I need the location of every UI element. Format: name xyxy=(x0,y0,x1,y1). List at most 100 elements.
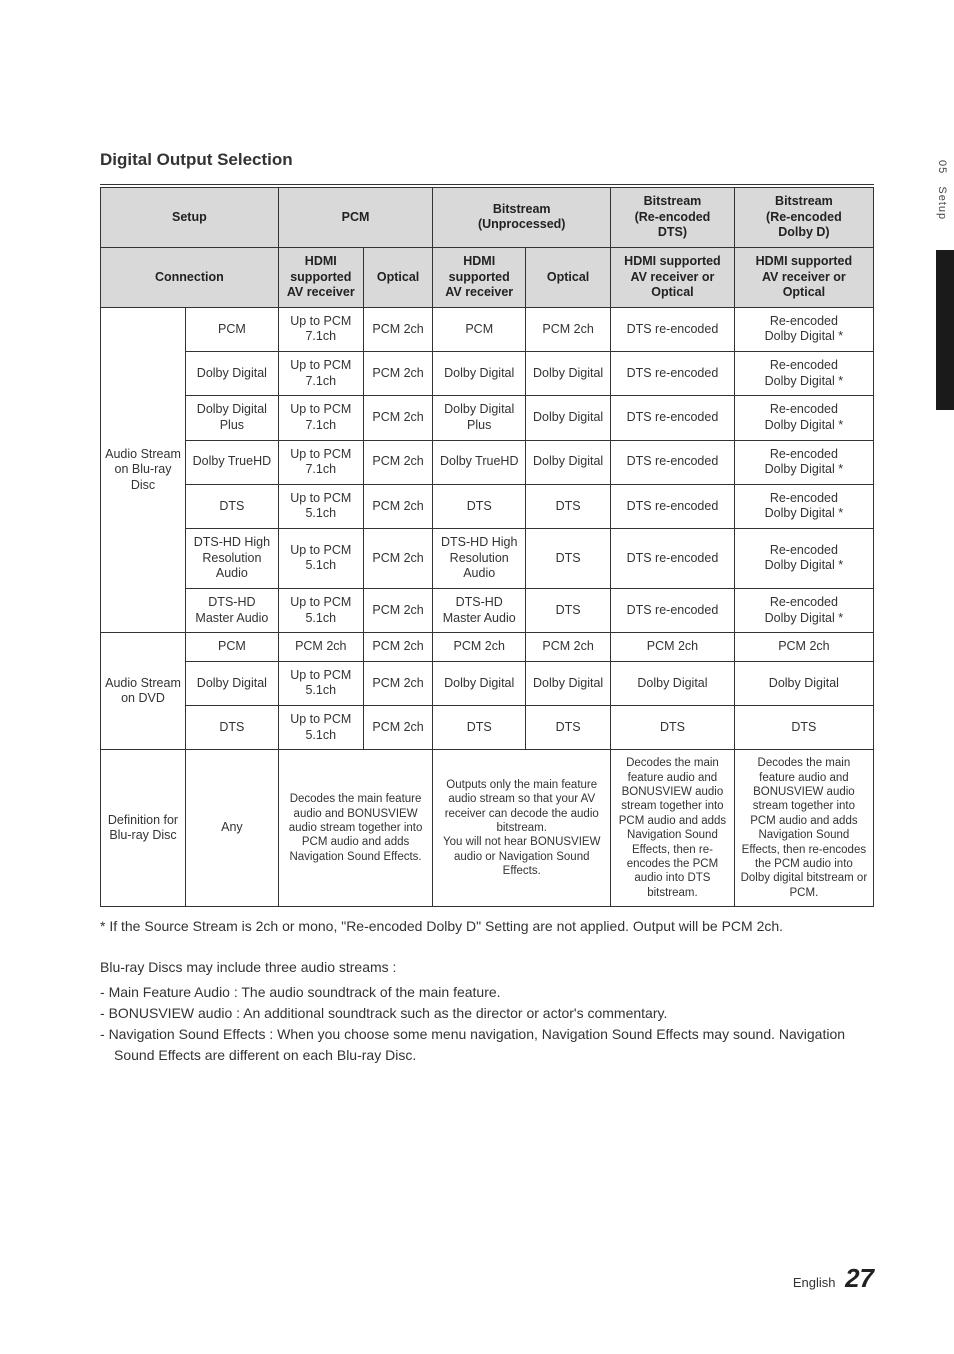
table-cell: DTS xyxy=(611,706,735,750)
table-cell: DTS-HDMaster Audio xyxy=(433,588,526,632)
table-cell: Re-encodedDolby Digital * xyxy=(734,484,873,528)
table-cell: Decodes the main feature audio and BONUS… xyxy=(734,750,873,907)
page-footer: English 27 xyxy=(793,1263,874,1294)
table-cell: DTS xyxy=(433,484,526,528)
table-cell: Up to PCM5.1ch xyxy=(278,706,363,750)
intro-text: Blu-ray Discs may include three audio st… xyxy=(100,957,874,978)
hdr-hdmi-2: HDMIsupportedAV receiver xyxy=(433,247,526,307)
table-cell: PCM 2ch xyxy=(363,633,433,662)
table-cell: PCM 2ch xyxy=(526,307,611,351)
hdr-bs-dts: Bitstream(Re-encodedDTS) xyxy=(611,188,735,248)
table-cell: Re-encodedDolby Digital * xyxy=(734,307,873,351)
table-row: DTS-HD HighResolutionAudioUp to PCM5.1ch… xyxy=(101,529,874,589)
table-row: Audio Streamon DVDPCMPCM 2chPCM 2chPCM 2… xyxy=(101,633,874,662)
table-cell: Dolby DigitalPlus xyxy=(186,396,279,440)
table-cell: Up to PCM7.1ch xyxy=(278,307,363,351)
table-cell: DTS xyxy=(433,706,526,750)
table-cell: DTS xyxy=(526,706,611,750)
list-item: Navigation Sound Effects : When you choo… xyxy=(100,1024,874,1066)
page-content: Digital Output Selection Setup PCM Bitst… xyxy=(0,0,954,1106)
hdr-bs-unproc: Bitstream(Unprocessed) xyxy=(433,188,611,248)
table-cell: Any xyxy=(186,750,279,907)
table-row: Dolby DigitalUp to PCM5.1chPCM 2chDolby … xyxy=(101,661,874,705)
table-cell: DTS-HDMaster Audio xyxy=(186,588,279,632)
table-row: Setup PCM Bitstream(Unprocessed) Bitstre… xyxy=(101,188,874,248)
table-row: Audio Streamon Blu-rayDiscPCMUp to PCM7.… xyxy=(101,307,874,351)
table-cell: PCM 2ch xyxy=(734,633,873,662)
table-cell: Up to PCM7.1ch xyxy=(278,396,363,440)
hdr-pcm: PCM xyxy=(278,188,433,248)
table-row: Dolby TrueHDUp to PCM7.1chPCM 2chDolby T… xyxy=(101,440,874,484)
table-cell: PCM 2ch xyxy=(363,396,433,440)
table-cell: DTS xyxy=(186,484,279,528)
table-cell: PCM xyxy=(186,633,279,662)
hdr-optical-2: Optical xyxy=(526,247,611,307)
table-cell: DTS re-encoded xyxy=(611,588,735,632)
table-cell: DTS-HD HighResolutionAudio xyxy=(186,529,279,589)
table-cell: DTS re-encoded xyxy=(611,396,735,440)
table-cell: DTS re-encoded xyxy=(611,440,735,484)
table-cell: Decodes the main feature audio and BONUS… xyxy=(611,750,735,907)
table-cell: Dolby Digital xyxy=(186,661,279,705)
footer-page-num: 27 xyxy=(845,1263,874,1293)
table-cell: Dolby TrueHD xyxy=(186,440,279,484)
table-cell: Re-encodedDolby Digital * xyxy=(734,588,873,632)
list-item: Main Feature Audio : The audio soundtrac… xyxy=(100,982,874,1003)
table-cell: PCM 2ch xyxy=(526,633,611,662)
table-cell: PCM 2ch xyxy=(363,484,433,528)
group-label: Audio Streamon DVD xyxy=(101,633,186,750)
group-label: Audio Streamon Blu-rayDisc xyxy=(101,307,186,632)
table-cell: Dolby Digital xyxy=(186,352,279,396)
hdr-connection: Connection xyxy=(101,247,279,307)
table-cell: Up to PCM7.1ch xyxy=(278,440,363,484)
table-cell: PCM 2ch xyxy=(363,440,433,484)
table-row: DTSUp to PCM5.1chPCM 2chDTSDTSDTS re-enc… xyxy=(101,484,874,528)
hdr-bs-dolby: Bitstream(Re-encodedDolby D) xyxy=(734,188,873,248)
table-cell: Re-encodedDolby Digital * xyxy=(734,396,873,440)
section-title: Digital Output Selection xyxy=(100,150,874,170)
table-cell: Dolby Digital xyxy=(734,661,873,705)
table-cell: Dolby Digital xyxy=(526,661,611,705)
table-row: DTS-HDMaster AudioUp to PCM5.1chPCM 2chD… xyxy=(101,588,874,632)
table-cell: Dolby Digital xyxy=(526,352,611,396)
table-row: Definition forBlu-ray DiscAnyDecodes the… xyxy=(101,750,874,907)
footer-lang: English xyxy=(793,1275,836,1290)
hdr-optical-1: Optical xyxy=(363,247,433,307)
table-cell: Dolby Digital xyxy=(433,661,526,705)
table-cell: Up to PCM5.1ch xyxy=(278,588,363,632)
table-cell: PCM 2ch xyxy=(611,633,735,662)
table-cell: DTS re-encoded xyxy=(611,307,735,351)
table-cell: Re-encodedDolby Digital * xyxy=(734,440,873,484)
table-cell: DTS xyxy=(186,706,279,750)
output-selection-table: Setup PCM Bitstream(Unprocessed) Bitstre… xyxy=(100,187,874,907)
table-cell: DTS xyxy=(734,706,873,750)
table-cell: DTS xyxy=(526,588,611,632)
hdr-setup: Setup xyxy=(101,188,279,248)
table-cell: DTS re-encoded xyxy=(611,352,735,396)
table-cell: Re-encodedDolby Digital * xyxy=(734,529,873,589)
table-cell: Dolby Digital xyxy=(433,352,526,396)
table-cell: PCM xyxy=(433,307,526,351)
table-cell: DTS re-encoded xyxy=(611,484,735,528)
table-cell: Dolby DigitalPlus xyxy=(433,396,526,440)
table-cell: Dolby Digital xyxy=(526,440,611,484)
table-cell: PCM 2ch xyxy=(363,307,433,351)
group-label: Definition forBlu-ray Disc xyxy=(101,750,186,907)
table-cell: PCM 2ch xyxy=(278,633,363,662)
table-cell: DTS xyxy=(526,529,611,589)
table-cell: DTS-HD HighResolutionAudio xyxy=(433,529,526,589)
table-cell: Decodes the main feature audio and BONUS… xyxy=(278,750,433,907)
table-row: Dolby DigitalPlusUp to PCM7.1chPCM 2chDo… xyxy=(101,396,874,440)
table-cell: Dolby TrueHD xyxy=(433,440,526,484)
table-cell: DTS xyxy=(526,484,611,528)
table-cell: Dolby Digital xyxy=(526,396,611,440)
table-cell: PCM 2ch xyxy=(433,633,526,662)
table-cell: Dolby Digital xyxy=(611,661,735,705)
hdr-hdmi-1: HDMIsupportedAV receiver xyxy=(278,247,363,307)
table-cell: Up to PCM5.1ch xyxy=(278,529,363,589)
table-cell: Re-encodedDolby Digital * xyxy=(734,352,873,396)
table-row: DTSUp to PCM5.1chPCM 2chDTSDTSDTSDTS xyxy=(101,706,874,750)
table-cell: PCM 2ch xyxy=(363,661,433,705)
table-cell: PCM xyxy=(186,307,279,351)
table-cell: PCM 2ch xyxy=(363,588,433,632)
